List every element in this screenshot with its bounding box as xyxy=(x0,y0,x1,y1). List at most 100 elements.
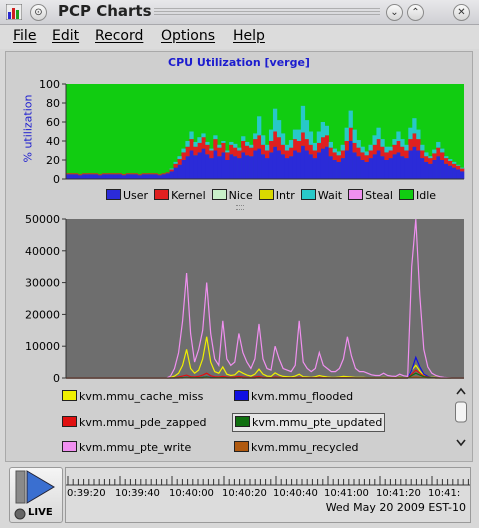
legend-label: kvm.mmu_pte_updated xyxy=(252,416,383,429)
menu-options[interactable]: Options xyxy=(161,28,216,44)
area-segment xyxy=(388,146,393,151)
area-segment xyxy=(245,141,250,146)
legend-item[interactable]: kvm.mmu_cache_miss xyxy=(62,388,203,405)
area-segment xyxy=(404,158,409,179)
area-segment xyxy=(332,148,337,153)
area-segment xyxy=(109,173,115,175)
area-segment xyxy=(420,150,425,159)
area-segment xyxy=(268,152,274,179)
legend-item-steal[interactable]: Steal xyxy=(348,189,393,202)
area-segment xyxy=(456,164,461,166)
area-segment xyxy=(400,156,405,179)
window-menu-button[interactable]: ⊙ xyxy=(30,4,47,21)
legend-item-idle[interactable]: Idle xyxy=(398,189,436,202)
area-segment xyxy=(272,131,278,147)
area-segment xyxy=(348,127,353,141)
legend-label: kvm.mmu_recycled xyxy=(251,441,359,454)
area-segment xyxy=(332,160,337,179)
legend-swatch xyxy=(300,189,316,200)
cpu-utilization-chart[interactable]: 0 20 40 60 80 100 xyxy=(6,52,472,187)
area-segment xyxy=(133,174,138,179)
legend-item[interactable]: kvm.mmu_pde_zapped xyxy=(62,414,206,431)
area-segment xyxy=(173,163,178,168)
area-segment xyxy=(304,139,310,151)
time-tick-label: 10:41:00 xyxy=(324,488,369,499)
area-segment xyxy=(396,131,401,141)
area-segment xyxy=(416,129,421,140)
titlebar-grip xyxy=(154,8,380,17)
area-segment xyxy=(117,173,123,175)
kvm-plot-area xyxy=(66,219,464,378)
close-button[interactable]: ✕ xyxy=(453,4,470,21)
area-segment xyxy=(149,174,154,179)
area-segment xyxy=(288,156,294,179)
area-segment xyxy=(117,174,123,179)
menu-file[interactable]: File xyxy=(13,28,37,44)
area-segment xyxy=(241,136,246,141)
legend-label: kvm.mmu_flooded xyxy=(251,390,354,403)
legend-label: kvm.mmu_pde_zapped xyxy=(79,416,207,429)
area-segment xyxy=(356,156,361,179)
legend-item-selected[interactable]: kvm.mmu_pte_updated xyxy=(232,413,386,432)
area-segment xyxy=(69,174,75,179)
area-segment xyxy=(420,144,425,151)
legend-item[interactable]: kvm.mmu_flooded xyxy=(234,388,353,405)
time-axis[interactable]: 0:39:20 10:39:40 10:40:00 10:40:20 10:40… xyxy=(65,467,471,523)
legend-scrollbar[interactable] xyxy=(454,386,468,456)
area-segment xyxy=(428,156,433,159)
area-segment xyxy=(189,139,194,151)
area-segment xyxy=(193,155,198,179)
area-segment xyxy=(121,175,126,179)
legend-item-user[interactable]: User xyxy=(106,189,148,202)
area-segment xyxy=(265,144,270,151)
area-segment xyxy=(400,139,405,147)
area-segment xyxy=(201,137,206,149)
kvm-mmu-chart[interactable]: 0 10000 20000 30000 40000 50000 xyxy=(6,209,472,382)
legend-item-wait[interactable]: Wait xyxy=(300,189,342,202)
area-segment xyxy=(197,142,202,153)
chart-splitter[interactable] xyxy=(236,205,244,210)
area-segment xyxy=(392,154,397,179)
y-tick-label: 100 xyxy=(39,78,60,91)
area-segment xyxy=(308,144,314,155)
area-segment xyxy=(141,174,146,179)
area-segment xyxy=(284,144,290,151)
area-segment xyxy=(412,118,417,134)
maximize-button[interactable]: ⌃ xyxy=(407,4,424,21)
area-segment xyxy=(356,140,361,148)
area-segment xyxy=(81,174,87,179)
legend-item[interactable]: kvm.mmu_recycled xyxy=(234,439,358,456)
legend-item[interactable]: kvm.mmu_pte_write xyxy=(62,439,191,456)
area-segment xyxy=(288,147,294,157)
legend-swatch xyxy=(154,189,170,200)
area-segment xyxy=(372,154,377,179)
legend-label: Intr xyxy=(275,189,295,202)
legend-swatch xyxy=(258,189,274,200)
legend-swatch xyxy=(235,416,250,427)
area-segment xyxy=(296,129,302,141)
legend-swatch xyxy=(234,390,249,401)
area-segment xyxy=(261,135,266,145)
time-tick-label: 10:40:00 xyxy=(169,488,214,499)
legend-item-intr[interactable]: Intr xyxy=(258,189,295,202)
minimize-button[interactable]: ⌄ xyxy=(386,4,403,21)
area-segment xyxy=(408,127,413,140)
legend-item-nice[interactable]: Nice xyxy=(211,189,253,202)
area-segment xyxy=(185,156,190,179)
menu-record[interactable]: Record xyxy=(95,28,144,44)
live-button[interactable]: LIVE xyxy=(9,467,63,523)
area-segment xyxy=(328,147,333,157)
area-segment xyxy=(169,168,174,170)
area-segment xyxy=(324,146,329,179)
area-segment xyxy=(456,169,461,179)
menu-help[interactable]: Help xyxy=(233,28,265,44)
legend-item-kernel[interactable]: Kernel xyxy=(154,189,206,202)
y-tick-label: 40000 xyxy=(25,245,60,258)
series-wait xyxy=(169,105,465,170)
area-segment xyxy=(209,148,214,151)
area-segment xyxy=(440,152,445,160)
area-segment xyxy=(265,150,270,159)
legend-swatch xyxy=(234,441,249,452)
area-segment xyxy=(344,127,349,141)
menu-edit[interactable]: Edit xyxy=(52,28,80,44)
